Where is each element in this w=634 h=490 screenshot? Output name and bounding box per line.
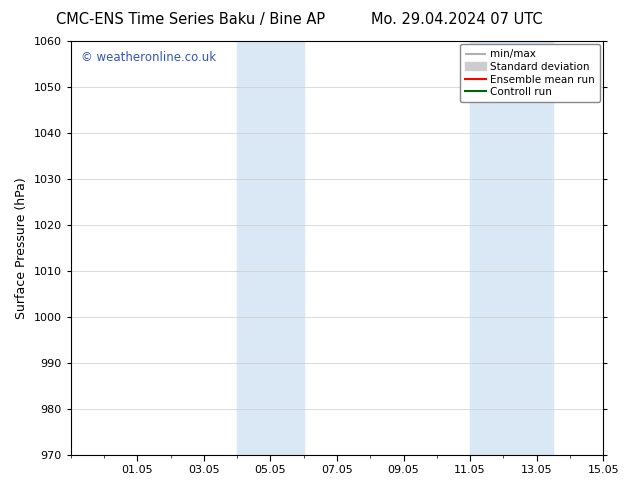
Text: CMC-ENS Time Series Baku / Bine AP: CMC-ENS Time Series Baku / Bine AP bbox=[56, 12, 325, 27]
Text: © weatheronline.co.uk: © weatheronline.co.uk bbox=[81, 51, 216, 64]
Legend: min/max, Standard deviation, Ensemble mean run, Controll run: min/max, Standard deviation, Ensemble me… bbox=[460, 44, 600, 102]
Bar bbox=[470, 41, 553, 455]
Y-axis label: Surface Pressure (hPa): Surface Pressure (hPa) bbox=[15, 177, 28, 318]
Bar bbox=[237, 41, 304, 455]
Text: Mo. 29.04.2024 07 UTC: Mo. 29.04.2024 07 UTC bbox=[371, 12, 542, 27]
